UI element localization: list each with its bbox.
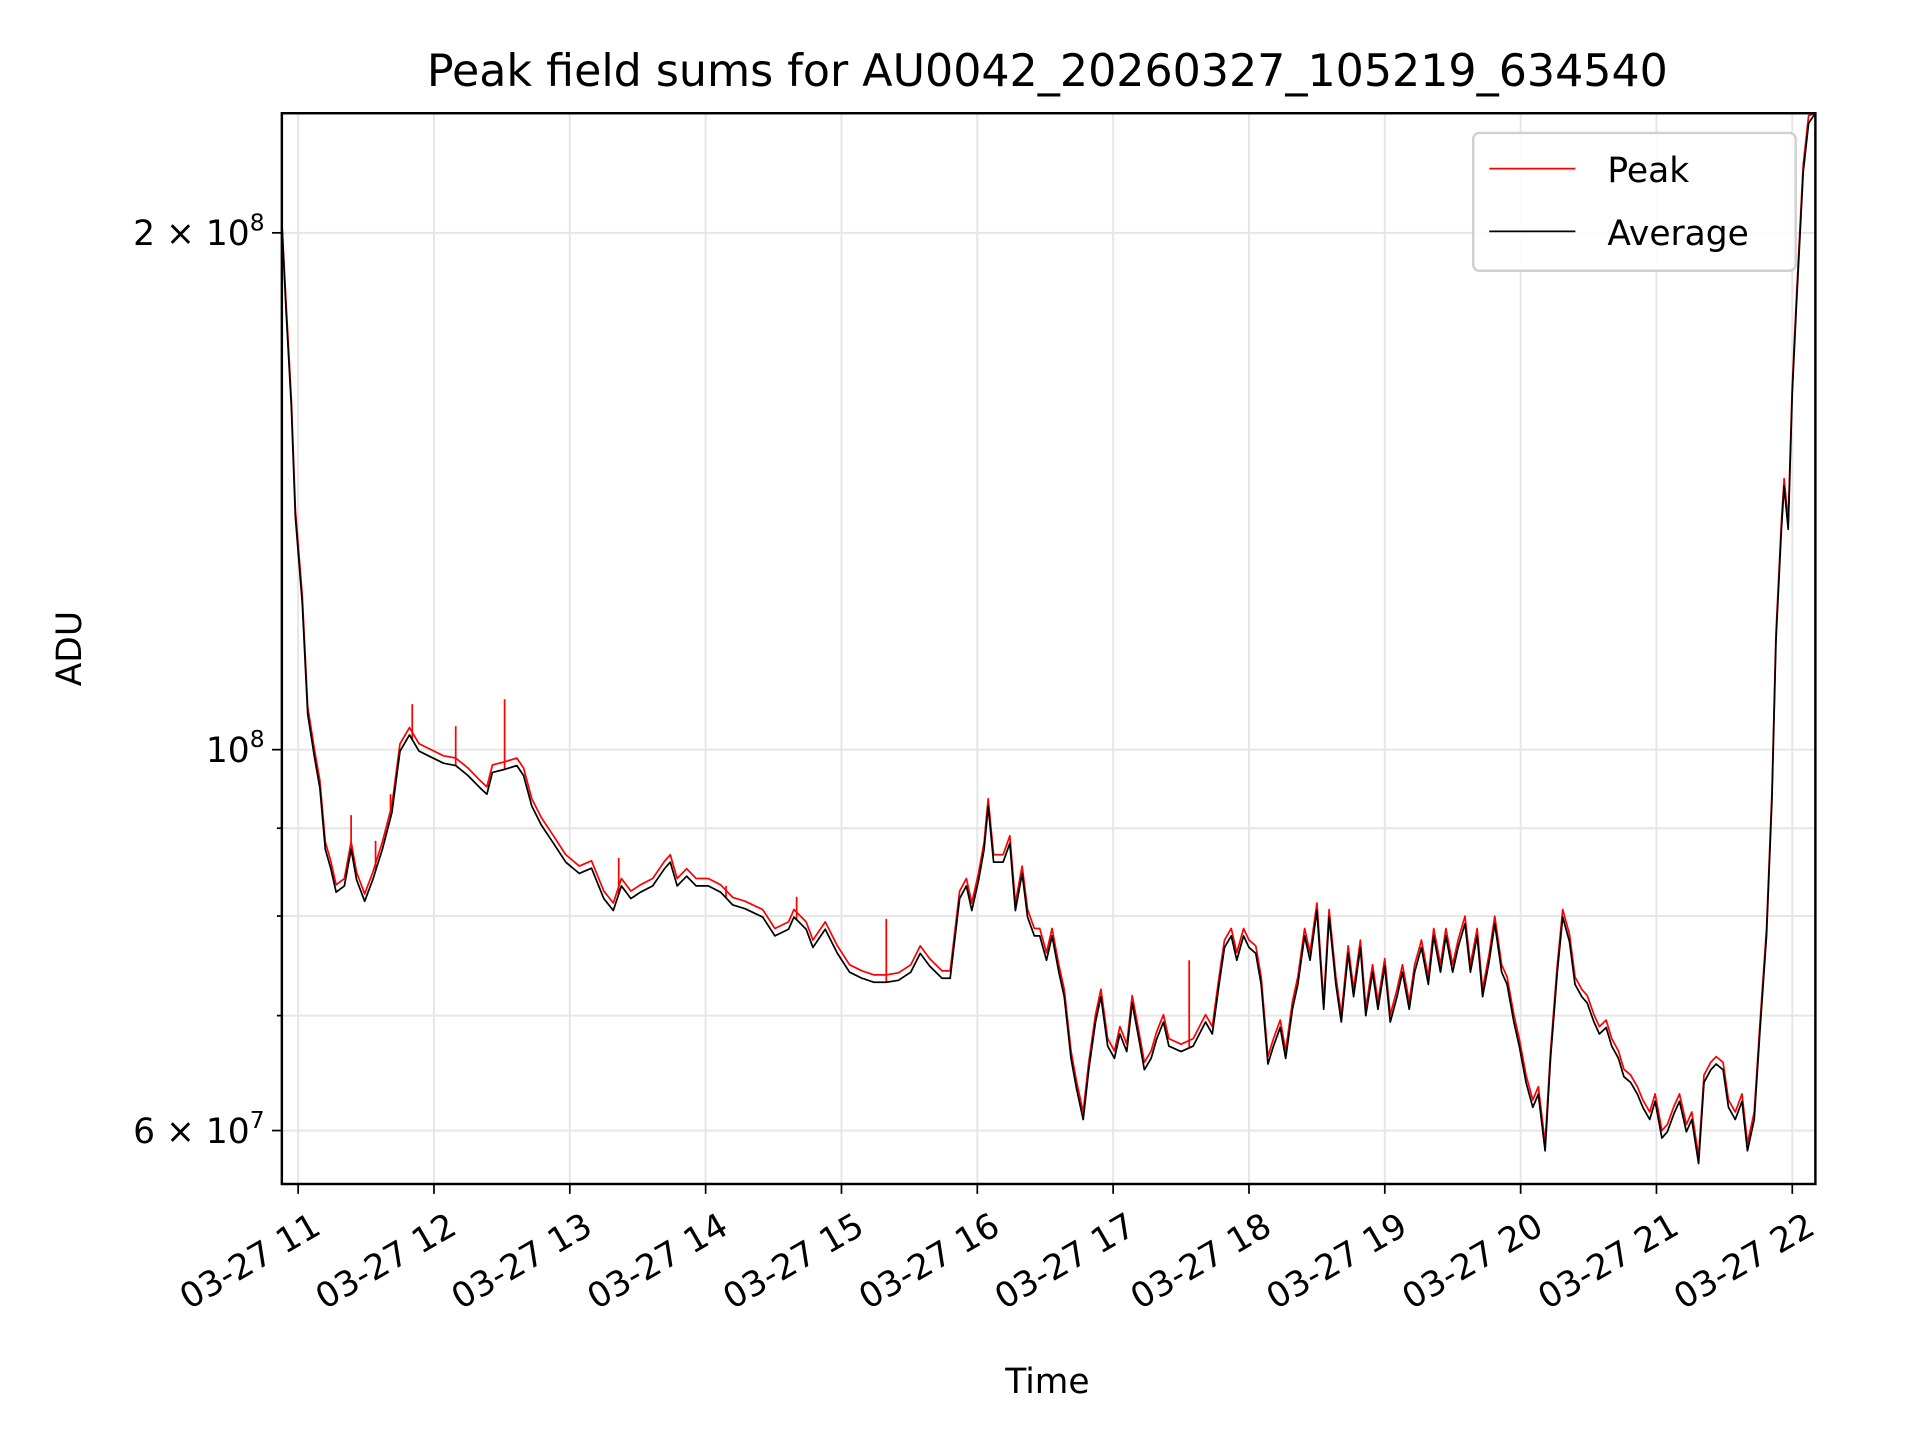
plot-area [280,112,1817,1165]
axes-frame [280,112,1817,1186]
average-series-line [280,112,1817,1165]
legend-average-label: Average [1607,214,1748,254]
y-axis: 2 × 108 108 6 × 107 [133,208,282,1152]
peak-series-line [280,112,1816,1158]
y-tick-label: 6 × 107 [133,1106,264,1152]
gridlines [281,113,1816,1184]
y-tick-label: 108 [206,725,265,771]
x-axis-label: Time [1004,1362,1089,1402]
y-tick-label: 2 × 108 [133,208,264,254]
legend-peak-label: Peak [1607,151,1689,191]
legend: Peak Average [1472,131,1797,272]
legend-box [1472,131,1797,272]
y-axis-label: ADU [50,611,90,686]
chart-title: Peak field sums for AU0042_20260327_1052… [427,46,1668,97]
